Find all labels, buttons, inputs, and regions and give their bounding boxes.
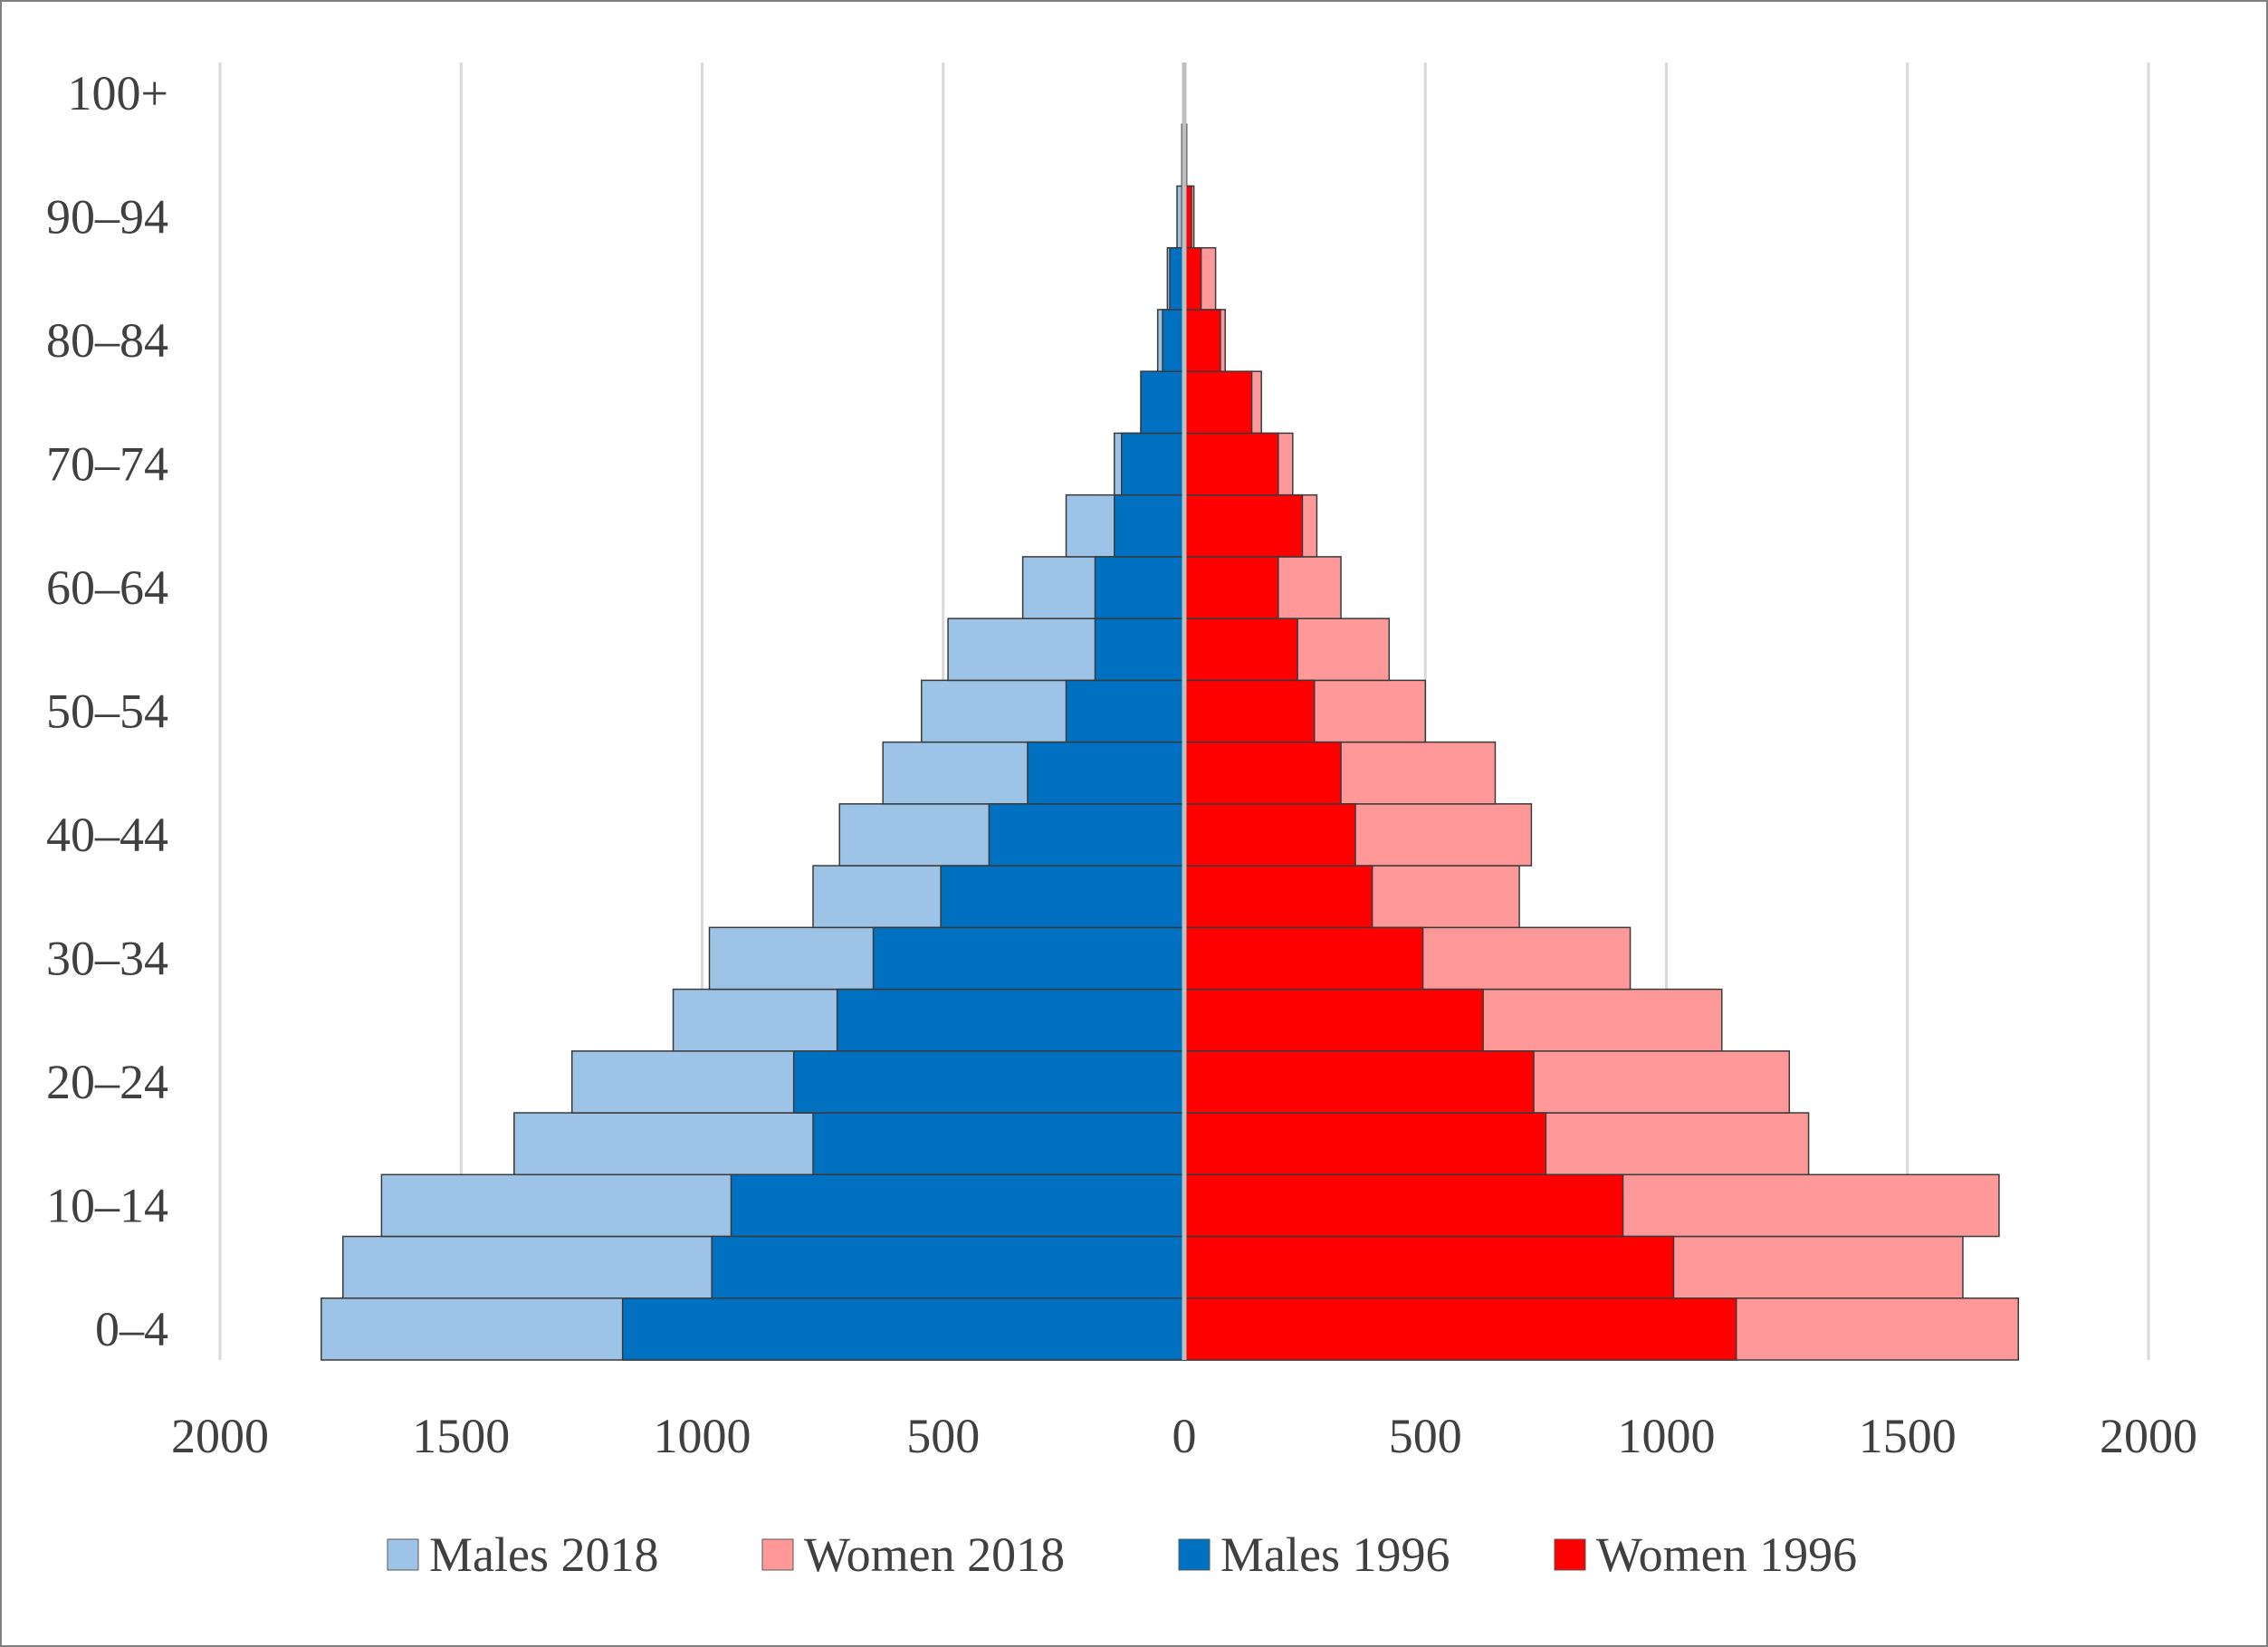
x-tick-label: 1500	[1859, 1409, 1957, 1463]
x-tick-label: 0	[1172, 1409, 1197, 1463]
bar-males-1996	[1162, 309, 1185, 372]
y-axis: 0–4 10–14 20–24 30–34 40–44 50–54 60–64 70–74 80…	[46, 66, 168, 1356]
y-tick-label: 50–54	[46, 685, 168, 739]
bar-males-1996	[621, 1297, 1185, 1361]
bars	[321, 62, 2019, 1361]
bar-males-1996	[836, 988, 1185, 1052]
x-tick-label: 1000	[1618, 1409, 1716, 1463]
bar-males-1996	[872, 926, 1185, 991]
bar-women-1996	[1183, 679, 1316, 743]
bar-women-1996	[1183, 1173, 1624, 1238]
bar-males-1996	[1114, 493, 1185, 558]
bar-males-1996	[988, 803, 1185, 867]
bar-women-1996	[1183, 926, 1424, 991]
legend-label: Males 1996	[1220, 1527, 1450, 1582]
x-tick-label: 2000	[2100, 1409, 2197, 1463]
bar-women-1996	[1183, 309, 1221, 372]
legend-item: Women 2018	[761, 1527, 1065, 1582]
bar-women-1996	[1183, 988, 1484, 1052]
legend-label: Males 2018	[429, 1527, 658, 1582]
bar-males-1996	[1065, 679, 1185, 743]
bar-women-1996	[1183, 370, 1253, 435]
legend-item: Males 2018	[387, 1527, 658, 1582]
legend-item: Males 1996	[1178, 1527, 1450, 1582]
bar-males-1996	[1094, 556, 1185, 619]
bar-males-1996	[1027, 741, 1185, 805]
x-tick-label: 1000	[654, 1409, 751, 1463]
legend-swatch	[1178, 1538, 1211, 1571]
y-tick-label: 80–84	[46, 313, 168, 368]
bar-males-1996	[812, 1112, 1185, 1176]
bar-males-1996	[792, 1050, 1185, 1114]
legend-swatch	[1554, 1538, 1586, 1571]
bar-males-1996	[711, 1235, 1185, 1299]
bar-women-1996	[1183, 246, 1202, 311]
bar-women-1996	[1183, 1050, 1535, 1114]
bar-women-1996	[1183, 865, 1373, 929]
bar-women-1996	[1183, 493, 1304, 558]
y-tick-label: 20–24	[46, 1055, 168, 1109]
bar-males-1996	[1094, 618, 1185, 682]
legend: Males 2018 Women 2018 Males 1996 Women 1996	[387, 1527, 1857, 1582]
bar-women-1996	[1183, 556, 1279, 619]
y-tick-label: 30–34	[46, 931, 168, 985]
y-tick-label: 70–74	[46, 437, 168, 492]
y-tick-label: 100+	[68, 66, 168, 120]
bar-women-1996	[1183, 618, 1298, 682]
bar-males-1996	[940, 865, 1185, 929]
y-tick-label: 90–94	[46, 190, 168, 244]
bar-women-1996	[1183, 1235, 1675, 1299]
legend-swatch	[387, 1538, 419, 1571]
x-tick-label: 2000	[171, 1409, 269, 1463]
y-tick-label: 10–14	[46, 1178, 168, 1232]
x-tick-label: 500	[906, 1409, 980, 1463]
bar-women-1996	[1183, 1297, 1737, 1361]
y-tick-label: 0–4	[95, 1302, 168, 1356]
x-tick-label: 500	[1389, 1409, 1462, 1463]
bar-women-1996	[1183, 803, 1356, 867]
y-tick-label: 60–64	[46, 560, 168, 615]
bar-women-1996	[1183, 1112, 1547, 1176]
legend-swatch	[761, 1538, 794, 1571]
x-tick-label: 1500	[412, 1409, 510, 1463]
bar-males-1996	[730, 1173, 1185, 1238]
legend-label: Women 2018	[804, 1527, 1065, 1582]
x-axis: 2000 1500 1000 500 0 500 1000 1500 2000	[171, 1409, 2197, 1463]
bar-women-1996	[1183, 432, 1279, 496]
legend-label: Women 1996	[1596, 1527, 1857, 1582]
bar-women-1996	[1183, 741, 1342, 805]
bar-males-1996	[1140, 370, 1185, 435]
legend-item: Women 1996	[1554, 1527, 1857, 1582]
y-tick-label: 40–44	[46, 808, 168, 862]
bar-males-1996	[1121, 432, 1185, 496]
